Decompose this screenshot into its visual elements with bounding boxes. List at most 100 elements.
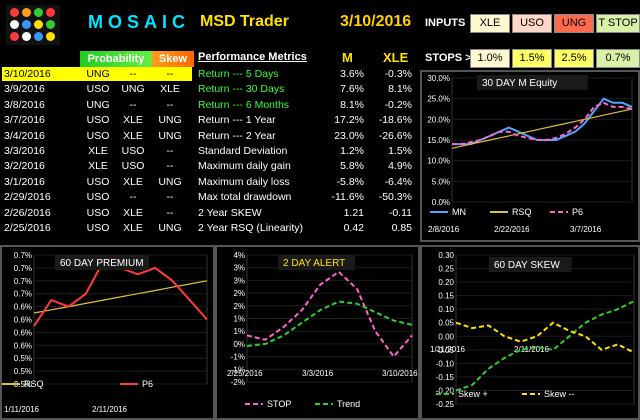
- row-prob-2: XLE: [123, 129, 143, 142]
- metric-name: Standard Deviation: [198, 145, 288, 157]
- y-tick-label: 0.5%: [14, 380, 32, 389]
- logo-dot: [22, 32, 31, 41]
- row-skew: --: [166, 145, 174, 157]
- x-tick-label: 3/3/2016: [302, 369, 334, 378]
- y-tick-label: 20.0%: [427, 115, 450, 124]
- chart-title-bg: [477, 75, 588, 90]
- legend-label: P6: [142, 379, 153, 389]
- brand-title: MOSAIC: [88, 12, 190, 32]
- y-tick-label: 1%: [233, 327, 245, 336]
- row-prob-1: XLE: [88, 145, 108, 157]
- metric-m-value: 23.0%: [334, 129, 364, 142]
- metric-name: Return --- 1 Year: [198, 114, 276, 127]
- inputs-box[interactable]: UNG: [554, 14, 594, 33]
- alert-chart: 4% 3% 3% 2% 2% 1% 1% 0% -1% -1% -2%2/25/2016 3/3/20…: [227, 251, 418, 409]
- metric-m-value: 5.8%: [340, 160, 364, 173]
- y-tick-label: 0.7%: [14, 277, 32, 286]
- y-tick-label: 5.0%: [432, 177, 450, 186]
- y-tick-label: 0.6%: [14, 328, 32, 337]
- y-tick-label: 15.0%: [427, 136, 450, 145]
- y-tick-label: -1%: [231, 353, 245, 362]
- alert-panel: 4% 3% 3% 2% 2% 1% 1% 0% -1% -1% -2% 2/25/2016 3/3/20…: [215, 245, 420, 420]
- series-line-trend: [246, 300, 413, 347]
- probability-header: Probability: [80, 51, 152, 67]
- xle-column-header: XLE: [383, 50, 409, 65]
- metric-xle-value: -0.11: [388, 206, 412, 219]
- y-tick-label: 0.0%: [432, 198, 450, 207]
- y-tick-label: 1%: [233, 315, 245, 324]
- equity-chart: 30.0% 25.0% 20.0% 15.0% 10.0% 5.0% 0.0% 2/8/201…: [427, 74, 633, 234]
- row-date: 3/7/2016: [4, 114, 45, 127]
- logo-dot: [22, 8, 31, 17]
- legend-label: RSQ: [24, 379, 44, 389]
- product-title: MSD Trader: [200, 13, 289, 30]
- row-prob-1: USO: [86, 129, 110, 142]
- metric-name: Return --- 6 Months: [198, 98, 290, 111]
- y-tick-label: 0.15: [438, 292, 454, 301]
- row-date: 3/10/2016: [4, 68, 51, 80]
- row-date: 2/29/2016: [4, 191, 51, 204]
- row-date: 3/3/2016: [4, 145, 45, 157]
- row-prob-2: XLE: [123, 175, 143, 188]
- y-tick-label: 0.7%: [14, 264, 32, 273]
- y-tick-label: -0.25: [436, 400, 455, 409]
- metric-xle-value: -26.6%: [378, 129, 412, 142]
- inputs-box[interactable]: T STOP: [596, 14, 640, 33]
- y-tick-label: 0.10: [438, 305, 454, 314]
- logo-dot: [46, 20, 55, 29]
- metric-name: Return --- 2 Year: [198, 129, 276, 142]
- row-skew: --: [166, 191, 174, 204]
- skew-header: Skew: [152, 51, 194, 67]
- row-skew: --: [166, 98, 174, 111]
- inputs-box[interactable]: USO: [512, 14, 552, 33]
- metric-m-value: -5.8%: [336, 175, 364, 188]
- metric-xle-value: 0.85: [391, 222, 412, 234]
- legend-label: Trend: [337, 399, 360, 409]
- logo-dot: [34, 32, 43, 41]
- stops-box[interactable]: 1.5%: [512, 49, 552, 68]
- inputs-box[interactable]: XLE: [470, 14, 510, 33]
- metric-m-value: 1.21: [343, 206, 364, 219]
- premium-panel: 0.7% 0.7% 0.7% 0.7% 0.6% 0.6% 0.6% 0.6% 0.5% 0.5%…: [0, 245, 215, 420]
- y-tick-label: -0.10: [436, 359, 455, 368]
- stops-box[interactable]: 0.7%: [596, 49, 640, 68]
- y-tick-label: 30.0%: [427, 74, 450, 83]
- row-skew: UNG: [158, 114, 182, 127]
- logo-dot: [10, 8, 19, 17]
- logo-dot: [34, 20, 43, 29]
- logo-dot: [46, 32, 55, 41]
- chart-title: 30 DAY M Equity: [482, 78, 557, 89]
- inputs-label: INPUTS: [425, 17, 466, 29]
- series-line-rsq: [451, 108, 633, 149]
- logo-dot: [10, 32, 19, 41]
- row-prob-1: USO: [86, 83, 110, 96]
- legend-label: Skew +: [458, 389, 488, 399]
- y-tick-label: 0.5%: [14, 367, 32, 376]
- row-prob-2: --: [129, 68, 137, 80]
- stops-box[interactable]: 2.5%: [554, 49, 594, 68]
- row-prob-2: XLE: [123, 206, 143, 219]
- metric-m-value: 1.2%: [340, 145, 364, 157]
- y-tick-label: -0.05: [436, 346, 455, 355]
- row-date: 3/4/2016: [4, 129, 45, 142]
- y-tick-label: 25.0%: [427, 95, 450, 104]
- y-tick-label: -1%: [231, 365, 245, 374]
- row-date: 2/26/2016: [4, 206, 51, 219]
- logo-dot: [34, 8, 43, 17]
- metric-name: Return --- 5 Days: [198, 68, 279, 80]
- row-prob-2: --: [129, 191, 137, 204]
- y-tick-label: -2%: [231, 378, 245, 387]
- row-prob-1: USO: [86, 175, 110, 188]
- y-tick-label: 2%: [233, 302, 245, 311]
- legend-label: RSQ: [512, 207, 532, 217]
- y-tick-label: 3%: [233, 264, 245, 273]
- x-tick-label: 3/10/2016: [382, 369, 418, 378]
- series-line-skew-: [455, 300, 635, 392]
- y-tick-label: 10.0%: [427, 157, 450, 166]
- y-tick-label: -0.20: [436, 386, 455, 395]
- row-date: 3/2/2016: [4, 160, 45, 173]
- stops-box[interactable]: 1.0%: [470, 49, 510, 68]
- x-tick-label: 2/22/2016: [494, 225, 530, 234]
- metric-name: 2 Year RSQ (Linearity): [198, 222, 304, 234]
- legend-label: Skew --: [544, 389, 575, 399]
